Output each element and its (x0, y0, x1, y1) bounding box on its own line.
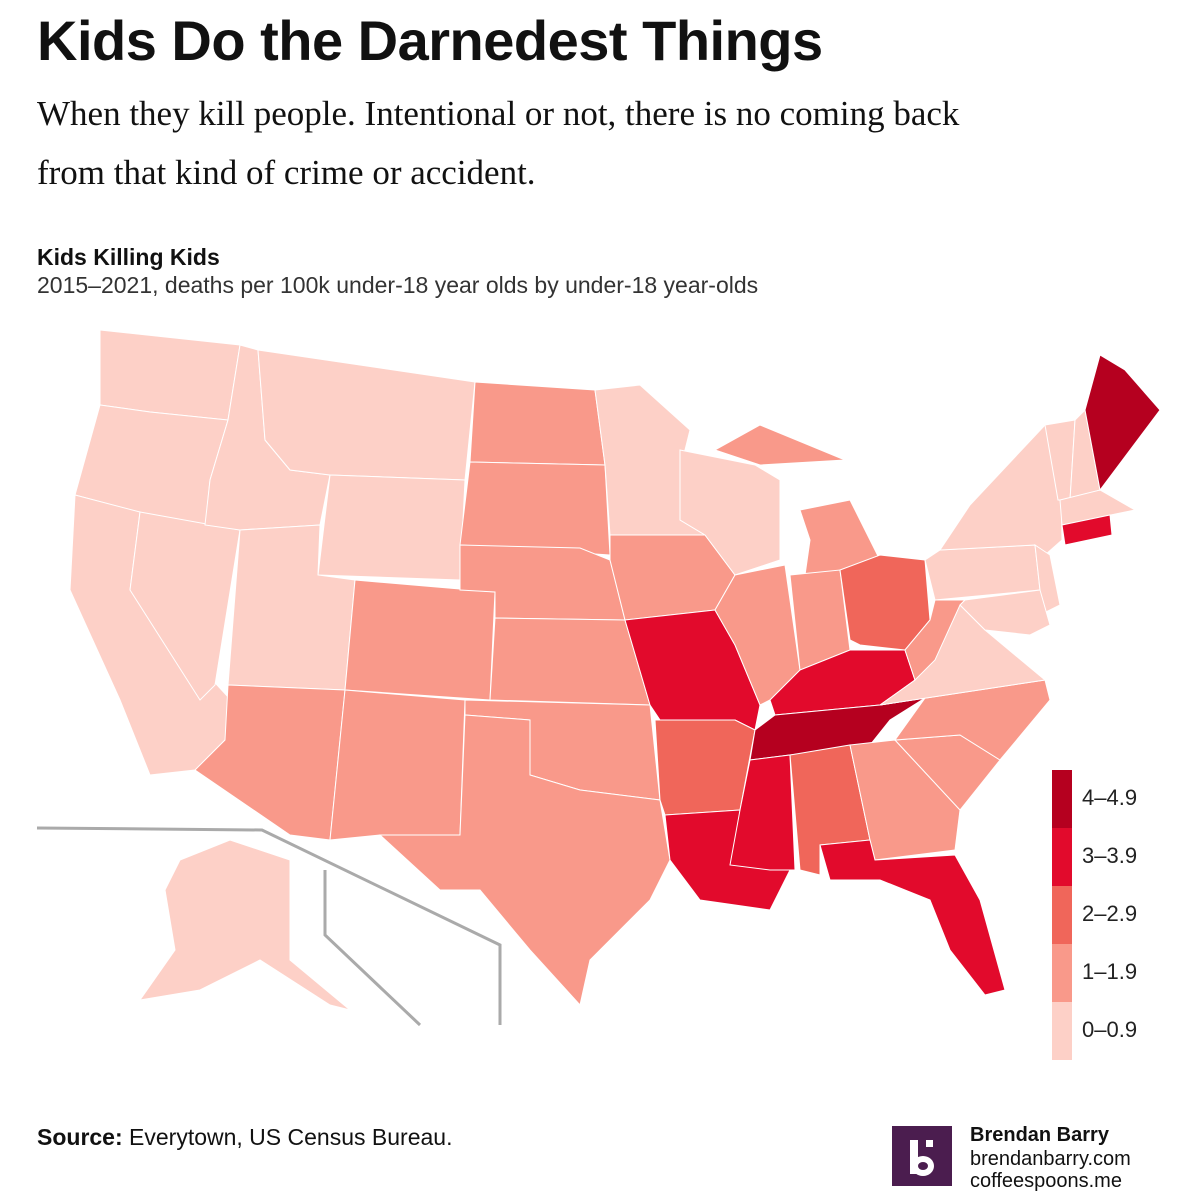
region (959, 589, 1051, 636)
region (714, 564, 801, 706)
region (329, 689, 466, 841)
region (819, 839, 1006, 996)
site: coffeespoons.me (970, 1170, 1122, 1192)
region (257, 349, 476, 481)
legend-label: 3–3.9 (1082, 843, 1137, 868)
legend-swatch (1052, 828, 1072, 886)
region (378, 714, 671, 1007)
region (99, 329, 241, 421)
region (469, 381, 606, 466)
author: Brendan Barry (970, 1124, 1109, 1146)
legend-swatch (1052, 886, 1072, 944)
region (879, 679, 1051, 761)
region (713, 424, 846, 466)
region (138, 839, 351, 1011)
legend-label: 4–4.9 (1082, 785, 1137, 810)
region (654, 719, 756, 816)
site: brendanbarry.com (970, 1148, 1131, 1170)
source-text: Everytown, US Census Bureau. (129, 1124, 453, 1150)
legend-swatch (1052, 944, 1072, 1002)
region (1084, 354, 1161, 492)
region (1061, 514, 1113, 546)
source: Source: Everytown, US Census Bureau. (37, 1124, 452, 1151)
logo (892, 1126, 952, 1186)
region (679, 449, 781, 576)
subtitle: When they kill people. Intentional or no… (37, 94, 960, 192)
chart-title: Kids Killing Kids (37, 244, 220, 270)
region (924, 544, 1041, 601)
map: 4–4.9 3–3.9 2–2.9 1–1.9 0–0.9 (36, 329, 1161, 1060)
legend-label: 2–2.9 (1082, 901, 1137, 926)
inset-frame (36, 826, 502, 1027)
legend-swatch (1052, 1002, 1072, 1060)
legend-label: 0–0.9 (1082, 1017, 1137, 1042)
chart-subtitle: 2015–2021, deaths per 100k under-18 year… (37, 272, 759, 298)
region (489, 617, 651, 706)
title: Kids Do the Darnedest Things (37, 9, 823, 72)
region (939, 424, 1063, 556)
legend-swatch (1052, 770, 1072, 828)
legend-label: 1–1.9 (1082, 959, 1137, 984)
region (317, 474, 466, 581)
region (344, 579, 496, 701)
region (459, 461, 611, 556)
source-label: Source: (37, 1124, 123, 1150)
region (1059, 489, 1137, 526)
